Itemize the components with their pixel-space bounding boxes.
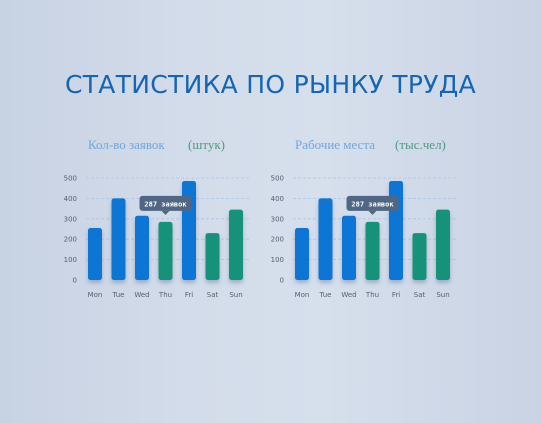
y-tick-label: 300 [271,215,284,223]
y-tick-label: 200 [64,236,77,244]
y-tick-label: 400 [271,195,284,203]
bar-tue[interactable] [318,198,333,280]
chart-jobs: Рабочие места (тыс.чел) 500 400 300 200 100 0… [267,135,467,305]
y-tick-label: 100 [64,256,77,264]
bar-chart-svg: 500 400 300 200 100 0 Mon Tue Wed Thu Fri Sat Sun 287… [271,175,457,299]
x-tick-label: Fri [185,291,193,299]
chart-title: Кол-во заявок [88,137,165,152]
bar-sun[interactable] [436,209,450,280]
chart-applications: Кол-во заявок (штук) 500 400 300 200 100 0 Mon… [60,135,260,305]
x-tick-label: Sat [207,291,219,299]
bar-tue[interactable] [111,198,126,280]
x-tick-label: Thu [365,291,379,299]
x-tick-label: Wed [341,291,356,299]
bar-sat[interactable] [205,233,220,280]
tooltip-text: 287 заявок [351,200,394,208]
x-tick-label: Wed [134,291,149,299]
x-tick-label: Fri [392,291,400,299]
bar-sat[interactable] [412,233,427,280]
y-tick-label: 500 [271,175,284,183]
x-tick-label: Sun [436,291,449,299]
tooltip-text: 287 заявок [144,200,187,208]
y-tick-label: 100 [271,256,284,264]
bar-thu[interactable] [158,221,173,280]
chart-unit: (штук) [188,137,225,152]
x-tick-label: Mon [88,291,103,299]
page-title: СТАТИСТИКА ПО РЫНКУ ТРУДА [64,70,477,99]
tooltip: 287 заявок [346,195,399,215]
bar-thu[interactable] [365,221,380,280]
chart-unit: (тыс.чел) [395,137,446,152]
bar-wed[interactable] [342,215,356,280]
bar-wed[interactable] [135,215,149,280]
y-tick-label: 0 [73,277,77,285]
x-tick-label: Thu [158,291,172,299]
y-tick-label: 400 [64,195,77,203]
bar-mon[interactable] [88,227,102,280]
bar-chart-svg: 500 400 300 200 100 0 Mon Tue Wed Thu Fri Sat Sun 287… [64,175,250,299]
chart-title: Рабочие места [295,137,375,152]
x-tick-label: Sat [414,291,426,299]
y-tick-label: 300 [64,215,77,223]
tooltip: 287 заявок [139,195,192,215]
y-tick-label: 0 [280,277,284,285]
x-tick-label: Mon [295,291,310,299]
bar-sun[interactable] [229,209,243,280]
y-tick-label: 500 [64,175,77,183]
x-tick-label: Sun [229,291,242,299]
x-tick-label: Tue [112,291,125,299]
bar-mon[interactable] [295,227,309,280]
y-tick-label: 200 [271,236,284,244]
x-tick-label: Tue [319,291,332,299]
